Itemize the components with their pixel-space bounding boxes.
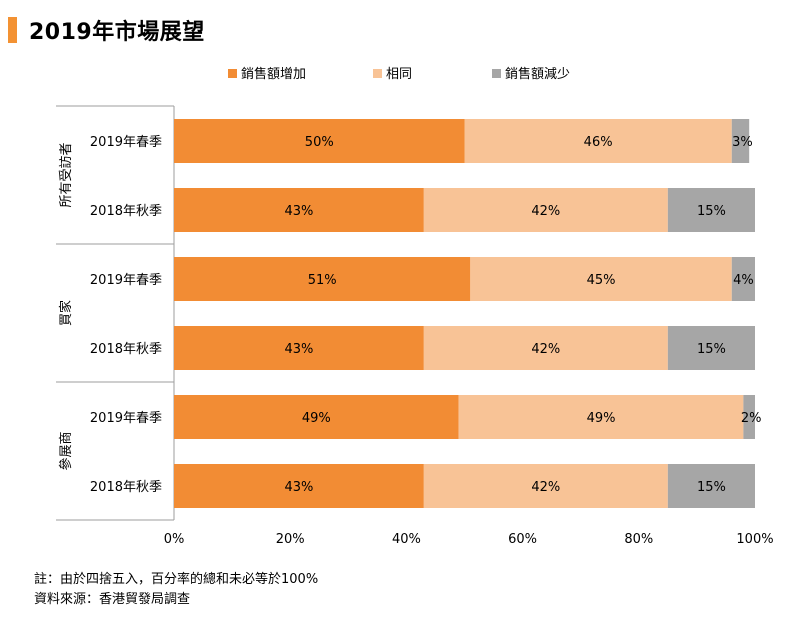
bar-segment bbox=[174, 395, 459, 439]
data-label: 42% bbox=[531, 480, 560, 495]
legend-label-1: 相同 bbox=[386, 67, 412, 82]
group-label: 買家 bbox=[58, 300, 74, 326]
x-tick-label: 80% bbox=[624, 532, 653, 547]
data-label: 15% bbox=[697, 480, 726, 495]
legend-label-0: 銷售額增加 bbox=[241, 66, 306, 82]
data-label: 43% bbox=[284, 204, 313, 219]
group-label: 參展商 bbox=[59, 431, 74, 470]
legend-swatch-1 bbox=[373, 69, 382, 78]
group-separators bbox=[56, 105, 175, 521]
bar-segment bbox=[423, 464, 668, 508]
chart-legend: 銷售額增加 相同 銷售額減少 bbox=[228, 66, 570, 82]
data-label: 45% bbox=[587, 273, 616, 288]
data-label: 43% bbox=[284, 342, 313, 357]
data-label: 15% bbox=[697, 342, 726, 357]
x-tick-label: 20% bbox=[276, 532, 305, 547]
bar-segment bbox=[174, 119, 465, 163]
x-tick-label: 100% bbox=[736, 532, 773, 547]
page-title: 2019年市場展望 bbox=[29, 20, 205, 45]
bar-segment bbox=[743, 395, 755, 439]
category-label: 2019年春季 bbox=[90, 273, 162, 288]
data-label: 46% bbox=[584, 135, 613, 150]
bar-segment bbox=[458, 395, 744, 439]
data-label: 49% bbox=[302, 411, 331, 426]
x-tick-label: 0% bbox=[164, 532, 185, 547]
bar-segment bbox=[174, 188, 424, 232]
bar-segment bbox=[423, 188, 668, 232]
data-label: 50% bbox=[305, 135, 334, 150]
x-tick-label: 40% bbox=[392, 532, 421, 547]
category-label: 2019年春季 bbox=[90, 411, 162, 426]
data-label: 49% bbox=[587, 411, 616, 426]
data-label: 3% bbox=[732, 135, 753, 150]
bar-segment bbox=[464, 119, 732, 163]
category-label: 2018年秋季 bbox=[90, 342, 162, 357]
data-label: 42% bbox=[531, 204, 560, 219]
category-labels: 2019年春季 2018年秋季 2019年春季 2018年秋季 2019年春季 2018年… bbox=[90, 135, 162, 495]
bar-segment bbox=[174, 464, 424, 508]
rounding-note: 註：由於四捨五入，百分率的總和未必等於100% bbox=[34, 572, 319, 587]
data-label: 42% bbox=[531, 342, 560, 357]
bar-segment bbox=[667, 326, 755, 370]
data-label: 15% bbox=[697, 204, 726, 219]
bar-segment bbox=[667, 188, 755, 232]
x-axis: 0% 20% 40% 60% 80% 100% bbox=[164, 532, 774, 547]
bar-segment bbox=[731, 257, 755, 301]
source-note: 資料來源：香港貿發局調查 bbox=[34, 592, 191, 607]
title-accent-bar bbox=[8, 17, 17, 43]
category-label: 2018年秋季 bbox=[90, 204, 162, 219]
category-label: 2019年春季 bbox=[90, 135, 162, 150]
bar-segment bbox=[667, 464, 755, 508]
data-label: 51% bbox=[308, 273, 337, 288]
group-label: 所有受訪者 bbox=[58, 142, 74, 207]
bar-segment bbox=[174, 326, 424, 370]
legend-swatch-0 bbox=[228, 69, 237, 78]
bar-segment bbox=[174, 257, 471, 301]
chart-notes: 註：由於四捨五入，百分率的總和未必等於100% 資料來源：香港貿發局調查 bbox=[34, 570, 318, 610]
legend-label-2: 銷售額減少 bbox=[505, 66, 570, 82]
legend-swatch-2 bbox=[492, 69, 501, 78]
data-label: 43% bbox=[284, 480, 313, 495]
bar-segment bbox=[423, 326, 668, 370]
chart-bars: 50% 46% 3% 43% 42% 15% 51% 45% 4% 43% 42% 15% 49% 49%… bbox=[174, 119, 762, 508]
bar-segment bbox=[470, 257, 732, 301]
bar-segment bbox=[731, 119, 750, 163]
data-label: 2% bbox=[741, 411, 762, 426]
category-label: 2018年秋季 bbox=[90, 480, 162, 495]
x-tick-label: 60% bbox=[508, 532, 537, 547]
stacked-bar-chart: 銷售額增加 相同 銷售額減少 50% 46% 3% 43% 42% 15% 51% 45% 4% 43… bbox=[56, 66, 774, 547]
data-label: 4% bbox=[733, 273, 754, 288]
